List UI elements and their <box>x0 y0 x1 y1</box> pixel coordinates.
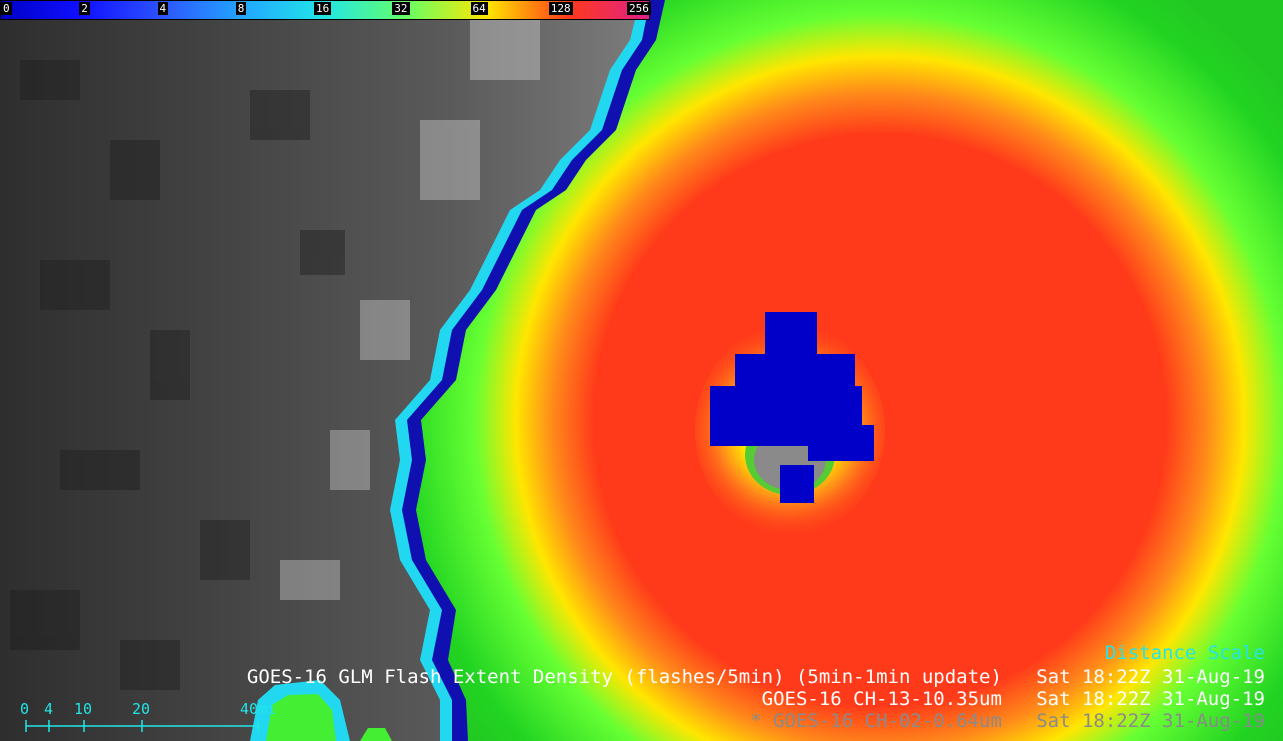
scale-label-20: 20 <box>132 700 151 718</box>
scale-bar <box>25 720 260 732</box>
colorbar-tick-0: 0 <box>1 2 12 15</box>
glm-flash-cells <box>710 312 874 503</box>
ir-channel-label: GOES-16 CH-13-10.35um Sat 18:22Z 31-Aug-… <box>761 688 1265 710</box>
distance-scale: 0 4 10 20 40mi <box>20 700 276 730</box>
cloud-texture <box>10 60 345 690</box>
scale-label-40mi: 40mi <box>240 700 277 718</box>
small-convective-cell-right <box>360 728 392 741</box>
colorbar-tick-32: 32 <box>392 2 410 15</box>
flash-density-colorbar: 0 2 4 8 16 32 64 128 256 <box>0 0 651 20</box>
scale-label-4: 4 <box>44 700 54 718</box>
cloud-highlights <box>280 20 540 600</box>
scale-label-10: 10 <box>74 700 93 718</box>
distance-scale-title: Distance Scale <box>1104 642 1265 664</box>
colorbar-tick-16: 16 <box>314 2 332 15</box>
colorbar-tick-4: 4 <box>157 2 169 15</box>
colorbar-tick-128: 128 <box>548 2 573 15</box>
colorbar-tick-2: 2 <box>79 2 90 15</box>
colorbar-tick-64: 64 <box>470 2 488 15</box>
scale-label-0: 0 <box>20 700 30 718</box>
visible-channel-label: * GOES-16 CH-02-0.64um Sat 18:22Z 31-Aug… <box>750 710 1265 732</box>
colorbar-tick-256: 256 <box>627 2 651 15</box>
glm-product-label: GOES-16 GLM Flash Extent Density (flashe… <box>246 666 1265 688</box>
colorbar-tick-8: 8 <box>235 2 247 15</box>
small-convective-cell-core <box>266 694 336 741</box>
